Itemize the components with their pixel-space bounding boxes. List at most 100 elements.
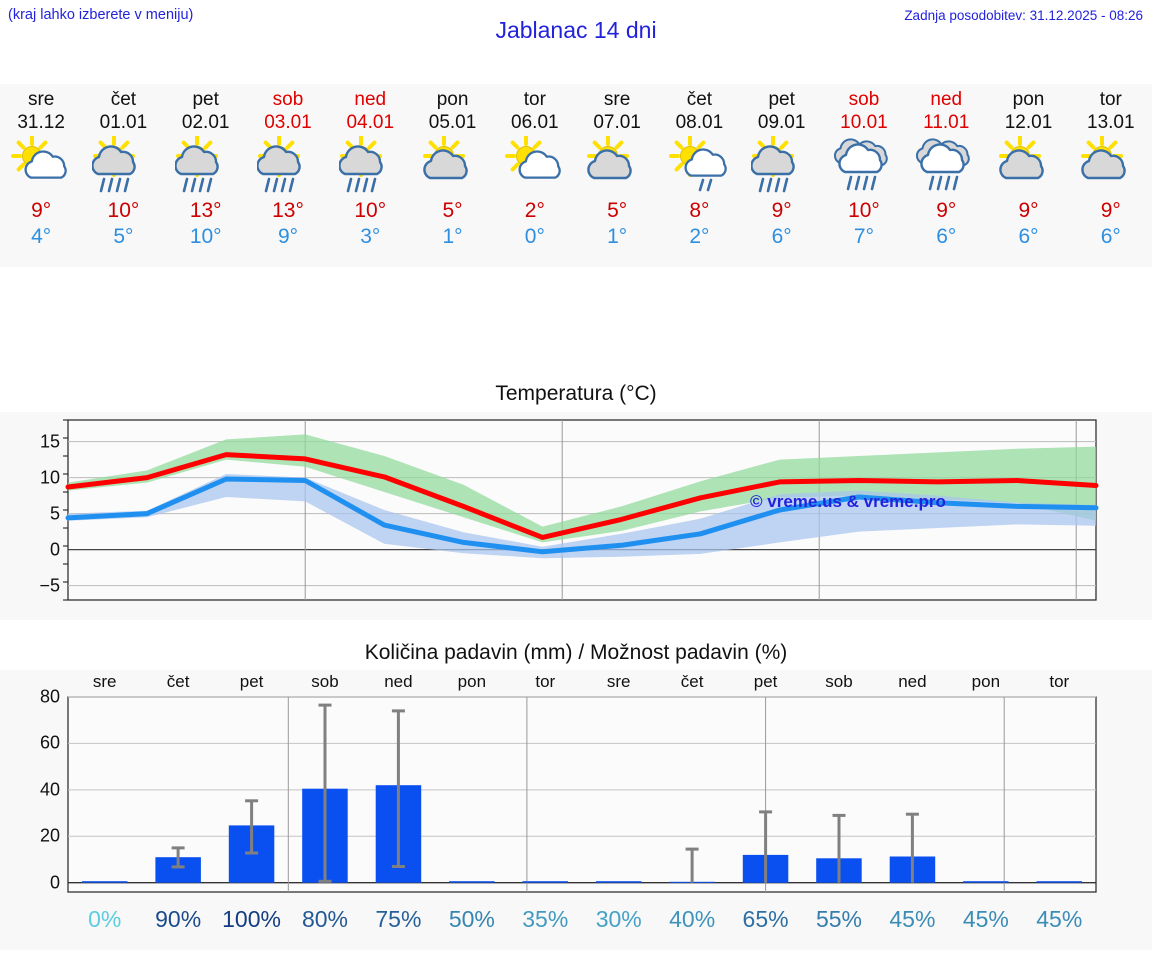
forecast-low-temp: 9° — [277, 225, 299, 248]
precipitation-y-tick-label: 40 — [39, 779, 60, 800]
forecast-day-name: sob — [272, 89, 304, 110]
precipitation-probability-label: 35% — [522, 906, 569, 932]
forecast-day-column[interactable]: tor 06.01 2° 0° — [494, 84, 576, 267]
page-header: (kraj lahko izberete v meniju) Jablanac … — [0, 0, 1152, 62]
sun-cloud-icon — [10, 136, 72, 194]
forecast-low-temp: 0° — [524, 225, 545, 248]
forecast-day-column[interactable]: pet 02.01 13° 10° — [165, 84, 247, 267]
forecast-day-date: 12.01 — [1004, 112, 1053, 133]
sun-cloud-drizzle-icon — [668, 136, 730, 194]
forecast-low-temp: 1° — [607, 225, 628, 248]
forecast-day-column[interactable]: čet 08.01 8° 2° — [658, 84, 740, 267]
forecast-high-temp: 5° — [607, 199, 628, 222]
sun-cloud-grey-icon — [1080, 136, 1142, 194]
forecast-day-name: ned — [354, 89, 387, 110]
forecast-day-name: sob — [848, 89, 880, 110]
forecast-day-name: čet — [686, 89, 713, 110]
forecast-day-column[interactable]: sob 03.01 13° 9° — [247, 84, 329, 267]
precipitation-y-tick-label: 80 — [39, 686, 60, 707]
forecast-day-name: pon — [436, 89, 469, 110]
precipitation-x-tick-label: sre — [606, 672, 631, 691]
precipitation-probability-label: 40% — [669, 906, 716, 932]
precipitation-bar — [449, 881, 495, 883]
forecast-low-temp: 5° — [113, 225, 134, 248]
forecast-day-column[interactable]: sre 07.01 5° 1° — [576, 84, 658, 267]
forecast-day-column[interactable]: sob 10.01 10° 7° — [823, 84, 905, 267]
sun-cloud-rain-icon — [174, 136, 237, 194]
temperature-plot-area: 15 10 5 0 −5 © vreme.us & vreme.pro — [0, 412, 1152, 620]
sun-cloud-icon — [504, 136, 566, 194]
precipitation-chart-title: Količina padavin (mm) / Možnost padavin … — [0, 640, 1152, 670]
precipitation-x-tick-label: pet — [239, 672, 264, 691]
precipitation-probability-label: 50% — [448, 906, 495, 932]
forecast-high-temp: 8° — [689, 199, 710, 222]
forecast-day-date: 11.01 — [923, 112, 970, 133]
forecast-day-name: pet — [192, 89, 219, 110]
forecast-day-column[interactable]: pon 05.01 5° 1° — [411, 84, 493, 267]
sun-cloud-rain-icon — [256, 136, 319, 194]
precipitation-probability-label: 0% — [88, 906, 122, 932]
precipitation-probability-label: 30% — [595, 906, 642, 932]
temperature-y-tick-label: 10 — [39, 467, 60, 488]
precipitation-y-tick-label: 20 — [39, 825, 60, 846]
temperature-svg — [0, 412, 1152, 620]
forecast-high-temp: 10° — [354, 199, 387, 222]
precipitation-probability-label: 45% — [889, 906, 936, 932]
forecast-high-temp: 10° — [107, 199, 140, 222]
forecast-day-date: 05.01 — [428, 112, 477, 133]
min-temperature-range — [68, 474, 1096, 559]
sun-cloud-grey-icon — [586, 136, 648, 194]
precipitation-y-tick-label: 60 — [39, 732, 60, 753]
forecast-day-column[interactable]: tor 13.01 9° 6° — [1070, 84, 1152, 267]
forecast-day-date: 03.01 — [264, 112, 312, 133]
forecast-high-temp: 10° — [848, 199, 880, 222]
forecast-day-column[interactable]: pet 09.01 9° 6° — [741, 84, 823, 267]
forecast-low-temp: 1° — [442, 225, 463, 248]
precipitation-x-tick-label: pon — [971, 672, 1001, 691]
precipitation-x-tick-label: ned — [384, 672, 413, 691]
forecast-high-temp: 2° — [524, 199, 545, 222]
precipitation-y-tick-label: 0 — [49, 872, 60, 893]
last-updated-text: Zadnja posodobitev: 31.12.2025 - 08:26 — [904, 8, 1143, 23]
forecast-high-temp: 13° — [272, 199, 304, 222]
forecast-day-column[interactable]: čet 01.01 10° 5° — [82, 84, 164, 267]
precipitation-probability-label: 55% — [815, 906, 863, 932]
sun-cloud-rain-icon — [750, 136, 813, 194]
daily-forecast-strip: sre 31.12 9° 4° čet 01.01 10° 5° pet 02.01 13° 1… — [0, 84, 1152, 267]
precipitation-bar — [1036, 881, 1082, 883]
forecast-low-temp: 10° — [189, 225, 222, 248]
forecast-high-temp: 9° — [1018, 199, 1039, 222]
forecast-day-date: 09.01 — [757, 112, 806, 133]
forecast-day-column[interactable]: ned 11.01 9° 6° — [905, 84, 987, 267]
temperature-chart-title: Temperatura (°C) — [0, 380, 1152, 412]
forecast-low-temp: 6° — [1100, 225, 1121, 248]
temperature-y-tick-label: 0 — [49, 539, 60, 560]
precipitation-chart-panel: Količina padavin (mm) / Možnost padavin … — [0, 640, 1152, 950]
forecast-low-temp: 3° — [360, 225, 381, 248]
precipitation-probability-label: 100% — [222, 906, 281, 932]
forecast-day-date: 01.01 — [99, 112, 148, 133]
forecast-low-temp: 6° — [771, 225, 792, 248]
forecast-day-name: pon — [1012, 89, 1045, 110]
precipitation-probability-label: 75% — [375, 906, 422, 932]
forecast-low-temp: 4° — [31, 225, 52, 248]
max-temperature-line — [65, 452, 1099, 540]
forecast-day-date: 04.01 — [346, 112, 395, 133]
forecast-high-temp: 13° — [189, 199, 222, 222]
precipitation-x-tick-label: ned — [898, 672, 927, 691]
precipitation-probability-label: 45% — [962, 906, 1009, 932]
forecast-day-date: 07.01 — [593, 112, 641, 133]
temperature-y-tick-label: 15 — [39, 431, 60, 452]
forecast-day-column[interactable]: sre 31.12 9° 4° — [0, 84, 82, 267]
forecast-low-temp: 6° — [936, 225, 957, 248]
forecast-low-temp: 2° — [689, 225, 710, 248]
watermark-text: © vreme.us & vreme.pro — [750, 492, 946, 511]
page-title: Jablanac 14 dni — [495, 17, 657, 43]
precipitation-x-tick-label: sob — [825, 672, 853, 691]
sun-cloud-grey-icon — [422, 136, 484, 194]
forecast-day-column[interactable]: ned 04.01 10° 3° — [329, 84, 411, 267]
precipitation-bar — [963, 881, 1009, 883]
forecast-day-column[interactable]: pon 12.01 9° 6° — [987, 84, 1069, 267]
min-temperature-line — [65, 476, 1099, 555]
